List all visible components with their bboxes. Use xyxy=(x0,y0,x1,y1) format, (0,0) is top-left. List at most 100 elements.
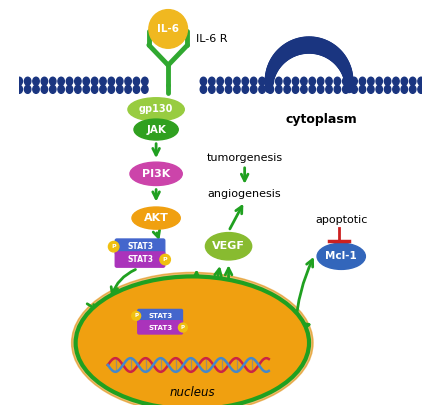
Ellipse shape xyxy=(108,85,115,93)
Ellipse shape xyxy=(331,54,338,62)
Ellipse shape xyxy=(58,77,64,85)
Circle shape xyxy=(160,254,170,265)
Circle shape xyxy=(108,242,119,252)
Ellipse shape xyxy=(298,46,305,54)
Ellipse shape xyxy=(290,48,297,56)
Ellipse shape xyxy=(317,38,324,47)
Ellipse shape xyxy=(345,69,352,77)
Ellipse shape xyxy=(209,85,215,93)
Ellipse shape xyxy=(334,85,340,93)
Ellipse shape xyxy=(345,72,352,80)
Ellipse shape xyxy=(242,77,249,85)
Ellipse shape xyxy=(278,56,285,64)
Ellipse shape xyxy=(346,84,353,93)
Ellipse shape xyxy=(351,77,357,85)
Ellipse shape xyxy=(310,45,318,53)
Ellipse shape xyxy=(270,58,277,66)
Ellipse shape xyxy=(225,85,232,93)
Ellipse shape xyxy=(304,37,311,45)
Ellipse shape xyxy=(312,46,319,53)
Ellipse shape xyxy=(299,46,306,53)
Ellipse shape xyxy=(345,77,352,84)
Ellipse shape xyxy=(317,243,366,269)
Text: STAT3: STAT3 xyxy=(127,242,153,251)
Ellipse shape xyxy=(359,77,366,85)
Ellipse shape xyxy=(200,85,207,93)
Ellipse shape xyxy=(250,85,257,93)
Ellipse shape xyxy=(116,85,123,93)
Ellipse shape xyxy=(336,60,344,68)
Ellipse shape xyxy=(265,75,273,83)
Ellipse shape xyxy=(91,85,98,93)
Ellipse shape xyxy=(278,48,285,56)
Ellipse shape xyxy=(393,77,399,85)
Ellipse shape xyxy=(344,64,351,72)
Ellipse shape xyxy=(128,98,184,121)
Ellipse shape xyxy=(66,85,73,93)
Ellipse shape xyxy=(33,77,39,85)
Ellipse shape xyxy=(275,60,282,68)
Ellipse shape xyxy=(329,45,336,53)
Text: STAT3: STAT3 xyxy=(127,255,153,264)
Ellipse shape xyxy=(320,40,327,48)
Ellipse shape xyxy=(276,85,282,93)
Ellipse shape xyxy=(336,51,344,60)
Text: P: P xyxy=(181,325,185,330)
Ellipse shape xyxy=(277,49,284,57)
Ellipse shape xyxy=(335,50,342,58)
Ellipse shape xyxy=(314,38,321,46)
Ellipse shape xyxy=(329,53,336,61)
Text: cytoplasm: cytoplasm xyxy=(285,113,357,126)
Ellipse shape xyxy=(418,85,424,93)
Text: STAT3: STAT3 xyxy=(148,324,172,330)
Ellipse shape xyxy=(346,76,353,84)
Ellipse shape xyxy=(340,65,347,73)
Ellipse shape xyxy=(280,54,288,62)
Ellipse shape xyxy=(324,42,331,49)
Ellipse shape xyxy=(309,77,315,85)
Ellipse shape xyxy=(71,273,313,408)
Ellipse shape xyxy=(342,69,349,77)
Ellipse shape xyxy=(273,54,280,62)
Ellipse shape xyxy=(304,45,311,53)
Ellipse shape xyxy=(273,61,281,69)
Ellipse shape xyxy=(217,85,224,93)
Ellipse shape xyxy=(322,41,329,49)
Ellipse shape xyxy=(346,83,353,91)
Ellipse shape xyxy=(270,66,277,74)
Ellipse shape xyxy=(327,43,334,51)
Ellipse shape xyxy=(333,56,340,64)
Ellipse shape xyxy=(318,47,325,55)
Ellipse shape xyxy=(134,119,178,140)
Text: JAK: JAK xyxy=(146,124,166,135)
Circle shape xyxy=(179,323,187,332)
Ellipse shape xyxy=(328,44,335,52)
Ellipse shape xyxy=(341,58,348,66)
Ellipse shape xyxy=(292,85,299,93)
Ellipse shape xyxy=(344,75,351,83)
Ellipse shape xyxy=(267,73,274,82)
Ellipse shape xyxy=(265,76,273,84)
Text: P: P xyxy=(111,244,116,249)
Ellipse shape xyxy=(75,85,81,93)
Ellipse shape xyxy=(132,207,180,229)
Ellipse shape xyxy=(344,73,351,82)
Ellipse shape xyxy=(276,50,283,58)
Ellipse shape xyxy=(342,61,349,69)
Ellipse shape xyxy=(265,73,273,81)
Ellipse shape xyxy=(318,85,324,93)
Ellipse shape xyxy=(302,37,310,45)
Ellipse shape xyxy=(326,85,332,93)
Ellipse shape xyxy=(298,38,305,46)
Ellipse shape xyxy=(332,55,339,63)
Circle shape xyxy=(132,311,141,320)
Ellipse shape xyxy=(49,77,56,85)
Ellipse shape xyxy=(368,85,374,93)
Ellipse shape xyxy=(142,77,148,85)
Ellipse shape xyxy=(296,46,303,54)
Ellipse shape xyxy=(283,44,290,52)
FancyBboxPatch shape xyxy=(138,321,183,334)
Ellipse shape xyxy=(41,85,48,93)
Ellipse shape xyxy=(344,72,351,80)
Ellipse shape xyxy=(307,37,314,45)
